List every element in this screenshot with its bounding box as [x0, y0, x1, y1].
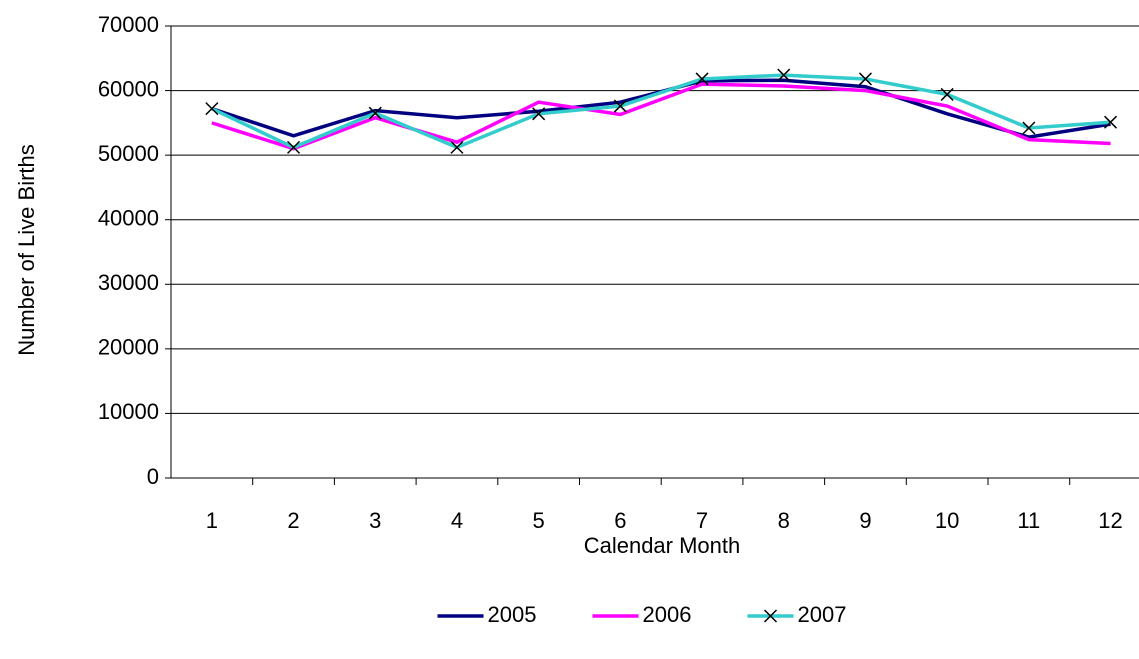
marker [858, 72, 872, 86]
y-tick-label: 50000 [98, 141, 159, 166]
y-tick-label: 10000 [98, 399, 159, 424]
y-tick-label: 20000 [98, 335, 159, 360]
marker [613, 99, 627, 113]
marker [532, 107, 546, 121]
legend-label: 2007 [798, 602, 847, 627]
x-tick-label: 12 [1098, 508, 1122, 533]
marker [287, 140, 301, 154]
marker [777, 68, 791, 82]
y-tick-label: 60000 [98, 76, 159, 101]
marker [368, 106, 382, 120]
x-tick-label: 7 [696, 508, 708, 533]
legend-label: 2005 [488, 602, 537, 627]
x-tick-label: 4 [451, 508, 463, 533]
marker [695, 72, 709, 86]
legend-label: 2006 [643, 602, 692, 627]
marker [940, 87, 954, 101]
x-tick-label: 2 [287, 508, 299, 533]
x-tick-label: 8 [778, 508, 790, 533]
x-tick-label: 6 [614, 508, 626, 533]
x-axis-title: Calendar Month [584, 533, 741, 558]
x-tick-label: 3 [369, 508, 381, 533]
marker [1104, 115, 1118, 129]
series [205, 68, 1118, 154]
line [211, 82, 1111, 151]
x-tick-label: 11 [1017, 508, 1040, 533]
x-tick-label: 5 [533, 508, 545, 533]
marker [205, 102, 219, 116]
y-tick-label: 70000 [98, 12, 159, 37]
y-tick-label: 0 [147, 464, 159, 489]
y-tick-label: 40000 [98, 206, 159, 231]
x-tick-label: 10 [935, 508, 959, 533]
x-tick-label: 9 [859, 508, 871, 533]
marker [450, 140, 464, 154]
legend-marker [763, 609, 778, 623]
y-tick-label: 30000 [98, 270, 159, 295]
marker [1022, 121, 1036, 135]
series [211, 82, 1111, 151]
x-tick-label: 1 [206, 508, 218, 533]
y-axis-title: Number of Live Births [14, 144, 39, 356]
line [211, 73, 1111, 150]
